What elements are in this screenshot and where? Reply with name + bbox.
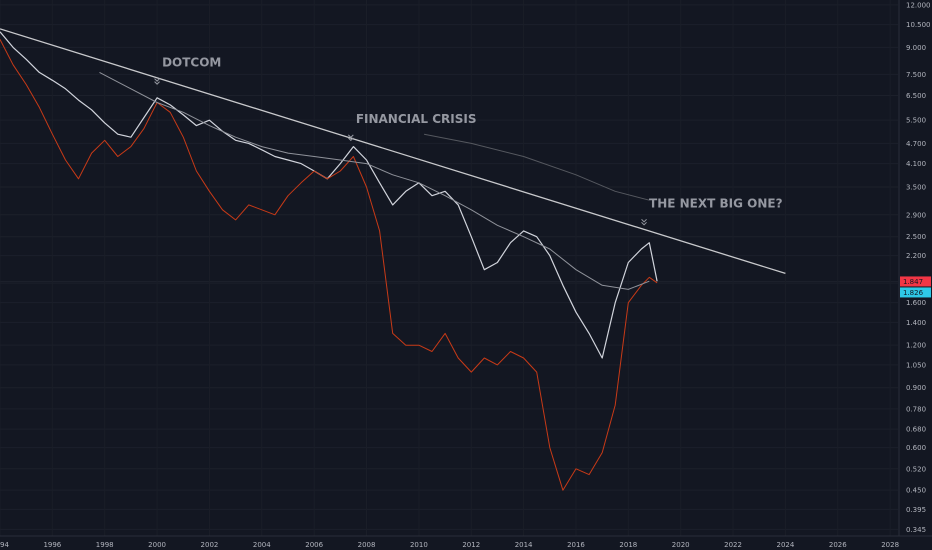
price-axis[interactable]: 12.000 10.500 9.000 7.500 6.500 5.500 4.700 4.1…	[906, 1, 931, 534]
chevron-stroke	[641, 221, 647, 226]
y-tick-label: 6.500	[906, 92, 926, 100]
x-tick-label: 2004	[253, 541, 271, 549]
y-tick-label: 9.000	[906, 44, 926, 52]
chevron-stroke	[641, 218, 647, 223]
chart-grid	[0, 0, 898, 536]
x-tick-label: 1996	[43, 541, 61, 549]
x-tick-label: 2010	[410, 541, 428, 549]
annotation-label: THE NEXT BIG ONE?	[649, 196, 783, 210]
chevron-stroke	[347, 137, 354, 142]
y-tick-label: 5.500	[906, 117, 926, 125]
y-tick-label: 2.200	[906, 252, 926, 260]
x-tick-label: 2026	[829, 541, 847, 549]
price-badges: 1.847 1.826	[900, 276, 931, 298]
series-line-0[interactable]	[0, 31, 658, 359]
y-tick-label: 0.345	[906, 526, 926, 534]
x-tick-label: 2020	[672, 541, 690, 549]
y-tick-label: 4.100	[906, 160, 926, 168]
y-tick-label: 0.680	[906, 426, 926, 434]
price-badge-label: 1.847	[903, 278, 923, 286]
y-tick-label: 0.395	[906, 506, 926, 514]
price-badge-label: 1.826	[903, 289, 924, 297]
x-tick-label: 2016	[567, 541, 585, 549]
y-tick-label: 4.700	[906, 140, 926, 148]
y-tick-label: 0.450	[906, 487, 926, 495]
y-tick-label: 0.520	[906, 465, 926, 473]
x-tick-label: 2006	[305, 541, 323, 549]
x-tick-label: 1998	[96, 541, 114, 549]
y-tick-label: 0.600	[906, 444, 926, 452]
x-tick-label: 2002	[201, 541, 219, 549]
price-badge	[900, 276, 931, 287]
annotation-label: DOTCOM	[162, 56, 221, 70]
chart-annotations: DOTCOM FINANCIAL CRISIS THE NEXT BIG ONE?	[154, 56, 783, 226]
y-tick-label: 2.900	[906, 211, 926, 219]
trendline[interactable]	[0, 28, 786, 275]
x-tick-label: 2012	[462, 541, 480, 549]
y-tick-label: 1.050	[906, 361, 926, 369]
time-axis[interactable]: 1994 1996 1998 2000 2002 2004 2006 2008 2010 2012…	[0, 541, 899, 549]
price-badge	[900, 287, 931, 298]
series-line-2[interactable]	[99, 71, 650, 290]
plot-area[interactable]	[0, 28, 786, 491]
y-tick-label: 0.780	[906, 405, 926, 413]
series-line-1[interactable]	[0, 39, 658, 491]
y-tick-label: 3.500	[906, 183, 926, 191]
chevron-down-icon	[641, 218, 647, 226]
x-tick-label: 2008	[358, 541, 376, 549]
chevron-down-icon	[154, 78, 160, 85]
chevron-down-icon	[347, 134, 354, 142]
x-tick-label: 2024	[777, 541, 795, 549]
chevron-stroke	[154, 78, 160, 82]
y-tick-label: 10.500	[906, 21, 931, 29]
y-tick-label: 1.400	[906, 319, 926, 327]
x-tick-label: 2028	[881, 541, 899, 549]
y-tick-label: 1.200	[906, 342, 926, 350]
series-line-3[interactable]	[424, 133, 650, 201]
y-tick-label: 2.500	[906, 233, 926, 241]
x-tick-label: 2022	[724, 541, 742, 549]
annotation-label: FINANCIAL CRISIS	[356, 112, 477, 126]
y-tick-label: 7.500	[906, 71, 926, 79]
x-tick-label: 2000	[148, 541, 166, 549]
chevron-stroke	[154, 81, 160, 85]
x-tick-label: 1994	[0, 541, 9, 549]
chevron-stroke	[347, 134, 354, 139]
x-tick-label: 2014	[515, 541, 533, 549]
x-tick-label: 2018	[619, 541, 637, 549]
y-tick-label: 0.900	[906, 384, 926, 392]
y-tick-label: 12.000	[906, 1, 931, 9]
y-tick-label: 1.600	[906, 299, 926, 307]
